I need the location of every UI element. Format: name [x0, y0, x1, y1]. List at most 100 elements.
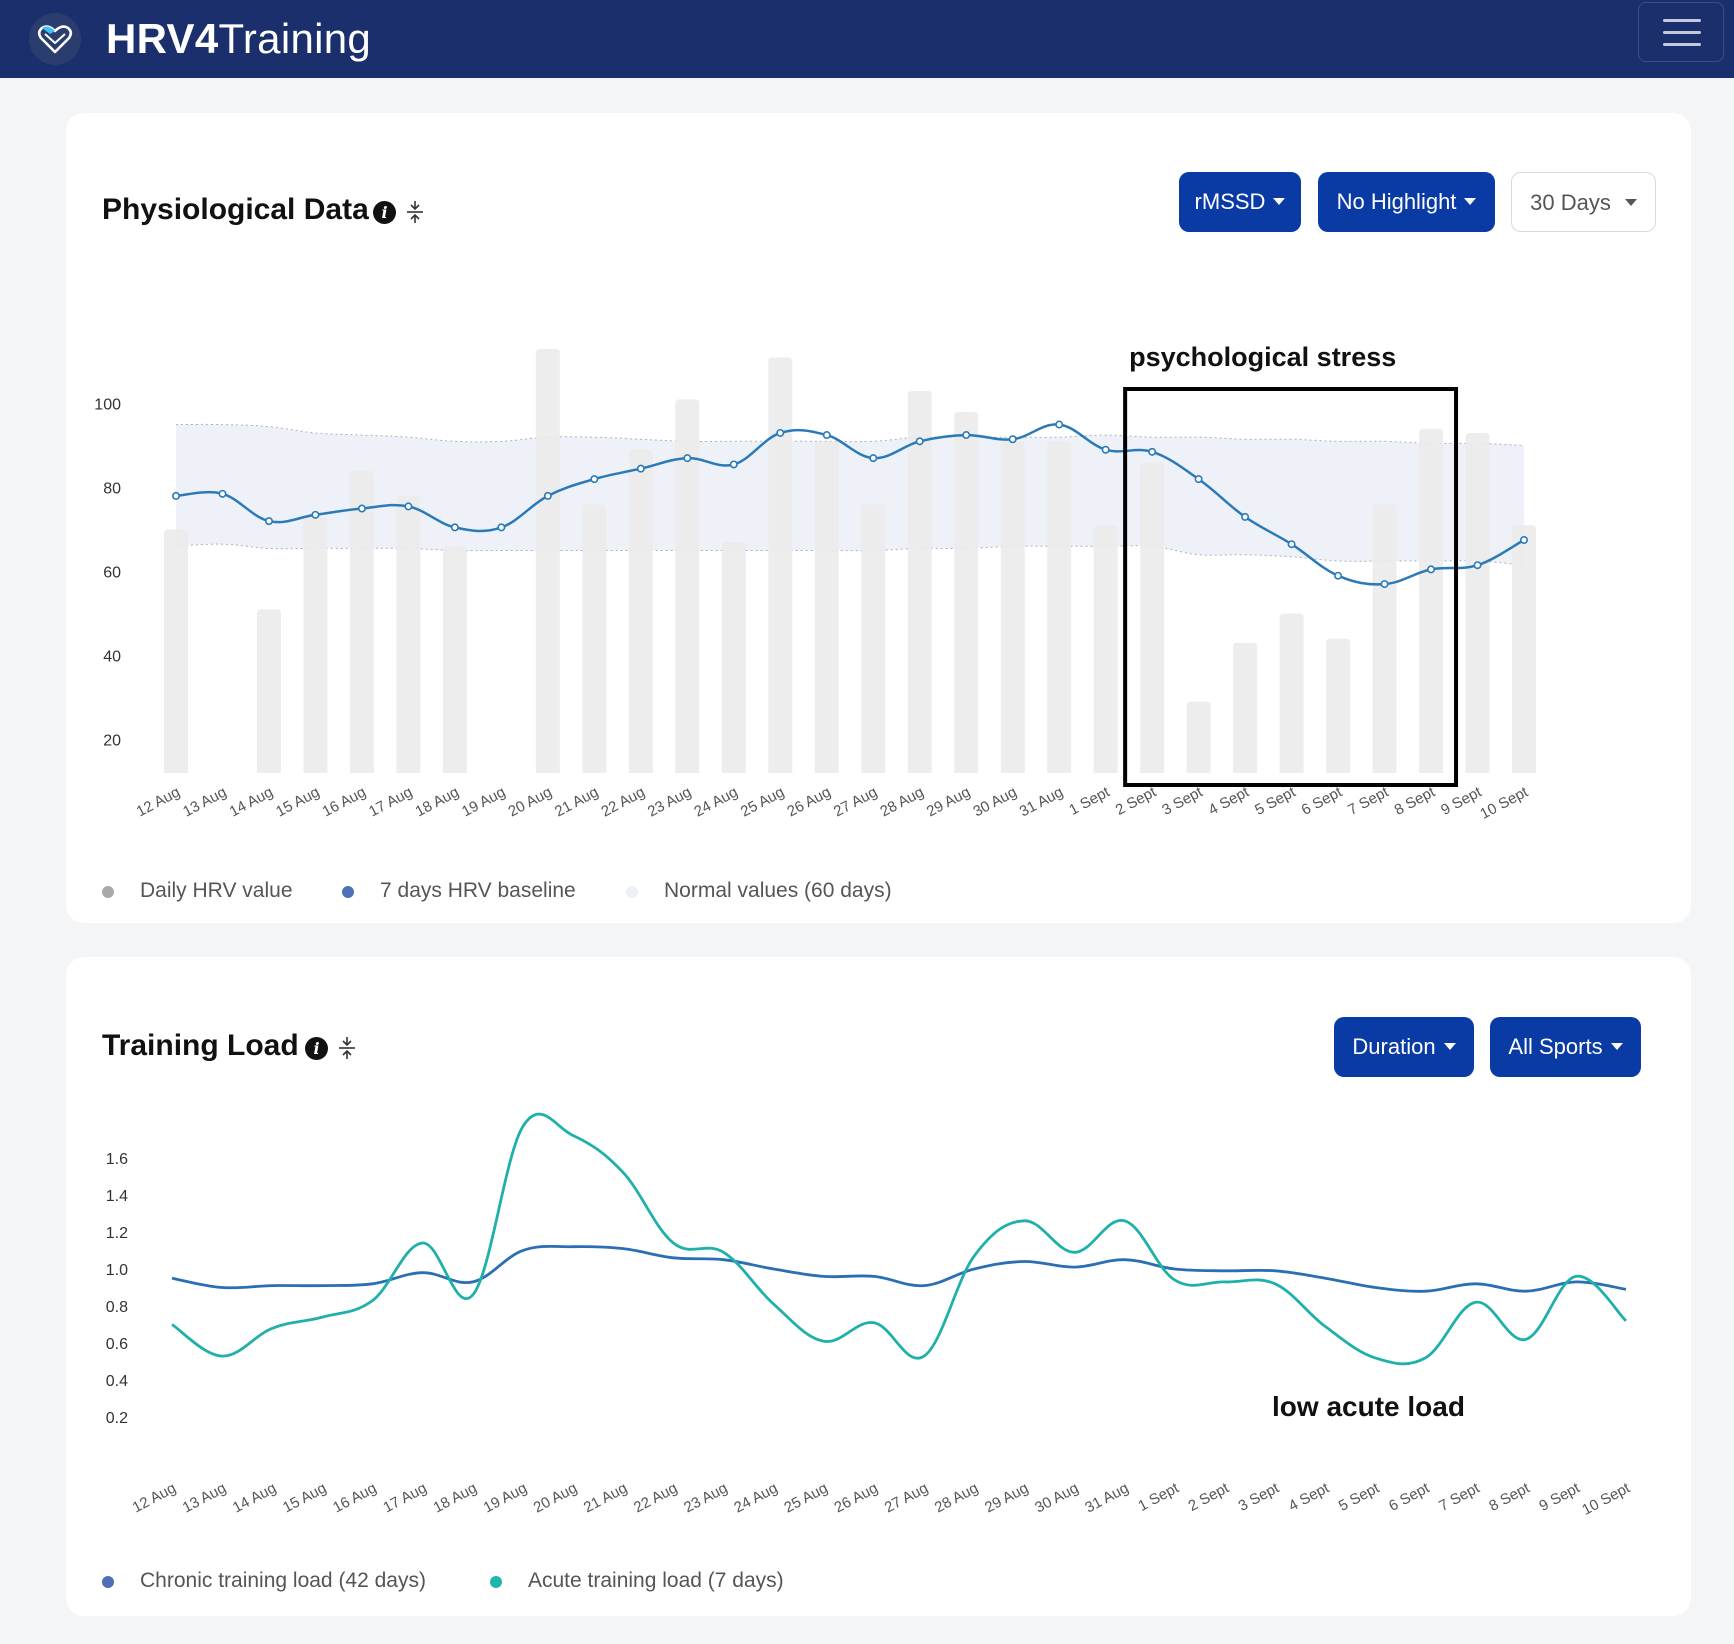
hrv-bar	[675, 399, 700, 773]
training-load-card: Training Load i Duration All Sports 0.2 0…	[66, 957, 1691, 1616]
x-tick-label: 27 Aug	[831, 784, 880, 821]
legend-dot-icon	[102, 1576, 114, 1588]
y-tick-label: 20	[103, 732, 121, 749]
x-tick-label: 18 Aug	[413, 784, 462, 821]
hrv-baseline-point	[1194, 475, 1203, 484]
hrv-bar	[768, 357, 793, 773]
x-tick-label: 3 Sept	[1159, 783, 1206, 819]
x-tick-label: 30 Aug	[1032, 1480, 1081, 1517]
x-tick-label: 24 Aug	[691, 784, 740, 821]
training-load-title: Training Load	[102, 1029, 299, 1062]
hrv-bar	[861, 504, 886, 773]
x-tick-label: 7 Sept	[1436, 1479, 1483, 1515]
x-tick-label: 18 Aug	[430, 1480, 479, 1517]
legend-dot-icon	[490, 1576, 502, 1588]
hrv-bar	[164, 529, 188, 773]
highlight-dropdown-button[interactable]: No Highlight	[1318, 172, 1495, 232]
physiological-data-title: Physiological Data	[102, 193, 369, 226]
x-tick-label: 2 Sept	[1113, 783, 1160, 819]
hrv-baseline-point	[543, 491, 552, 500]
hrv-bar	[1326, 638, 1351, 773]
annotation-box	[1123, 387, 1459, 787]
load-metric-dropdown-button[interactable]: Duration	[1334, 1017, 1474, 1077]
x-tick-label: 10 Sept	[1477, 783, 1531, 823]
y-tick-label: 0.8	[106, 1299, 128, 1316]
x-tick-label: 25 Aug	[781, 1480, 830, 1517]
y-tick-label: 0.6	[106, 1336, 128, 1353]
x-tick-label: 1 Sept	[1066, 783, 1113, 819]
physiological-data-card: Physiological Data i rMSSD No Highlight …	[66, 113, 1691, 923]
x-tick-label: 27 Aug	[882, 1480, 931, 1517]
x-tick-label: 15 Aug	[273, 784, 322, 821]
brand-name[interactable]: HRV4Training	[106, 15, 372, 62]
x-tick-label: 19 Aug	[481, 1480, 530, 1517]
x-tick-label: 8 Sept	[1392, 783, 1439, 819]
y-tick-label: 60	[103, 564, 121, 581]
hrv-baseline-point	[1287, 540, 1296, 549]
x-tick-label: 2 Sept	[1185, 1479, 1232, 1515]
y-tick-label: 0.2	[106, 1410, 128, 1427]
x-tick-label: 30 Aug	[970, 784, 1019, 821]
x-tick-label: 6 Sept	[1386, 1479, 1433, 1515]
hrv-baseline-point	[264, 517, 273, 526]
hamburger-menu-icon[interactable]	[1638, 2, 1724, 62]
sport-dropdown-button[interactable]: All Sports	[1490, 1017, 1641, 1077]
x-tick-label: 9 Sept	[1536, 1479, 1583, 1515]
hrv-baseline-point	[404, 502, 413, 511]
hrv-bar	[396, 495, 421, 773]
x-tick-label: 8 Sept	[1486, 1479, 1533, 1515]
x-tick-label: 23 Aug	[645, 784, 694, 821]
compress-icon[interactable]	[337, 1036, 357, 1060]
x-tick-label: 29 Aug	[924, 784, 973, 821]
hrv-baseline-point	[1008, 435, 1017, 444]
hrv-bar	[1465, 432, 1490, 773]
y-tick-label: 1.4	[106, 1188, 128, 1205]
x-tick-label: 24 Aug	[731, 1480, 780, 1517]
legend-dot-icon	[102, 886, 114, 898]
hrv-baseline-point	[683, 454, 692, 463]
hrv-bar	[1186, 701, 1211, 773]
hrv-baseline-point	[357, 504, 366, 513]
x-tick-label: 20 Aug	[506, 784, 555, 821]
caret-down-icon	[1624, 198, 1637, 206]
y-tick-label: 80	[103, 481, 121, 498]
hrv-bar	[1512, 525, 1536, 773]
hrv-bar	[349, 470, 374, 773]
hrv-bar	[1140, 462, 1165, 773]
hrv-bar	[1419, 428, 1444, 773]
info-icon[interactable]: i	[373, 201, 396, 224]
hrv-baseline-point	[1055, 420, 1064, 429]
x-tick-label: 14 Aug	[230, 1480, 279, 1517]
x-tick-label: 1 Sept	[1135, 1479, 1182, 1515]
x-tick-label: 28 Aug	[877, 784, 926, 821]
hrv-bar	[907, 390, 932, 773]
hrv-baseline-line	[175, 423, 1525, 586]
normal-values-band	[176, 424, 1524, 566]
hrv-bar	[535, 348, 560, 773]
hrv-baseline-point	[1101, 445, 1110, 454]
x-tick-label: 4 Sept	[1286, 1479, 1333, 1515]
x-tick-label: 28 Aug	[932, 1480, 981, 1517]
hrv-bar	[954, 411, 979, 773]
x-tick-label: 20 Aug	[531, 1480, 580, 1517]
x-tick-label: 5 Sept	[1336, 1479, 1383, 1515]
heart-logo-icon[interactable]	[28, 12, 82, 66]
caret-down-icon	[1273, 197, 1286, 205]
hrv-baseline-point	[497, 523, 506, 532]
acute-load-line	[171, 1112, 1627, 1366]
chronic-load-line	[171, 1244, 1627, 1293]
legend-dot-icon	[626, 886, 638, 898]
top-navbar: HRV4Training	[0, 0, 1734, 78]
hrv-bar	[582, 504, 607, 773]
x-tick-label: 29 Aug	[982, 1480, 1031, 1517]
metric-dropdown-button[interactable]: rMSSD	[1179, 172, 1301, 232]
range-dropdown-button[interactable]: 30 Days	[1511, 172, 1656, 232]
hrv-bar	[256, 609, 281, 773]
hrv-baseline-point	[1148, 447, 1157, 456]
compress-icon[interactable]	[405, 200, 425, 224]
info-icon[interactable]: i	[305, 1037, 328, 1060]
hrv-baseline-point	[729, 460, 738, 469]
hrv-baseline-point	[311, 510, 320, 519]
hrv-baseline-point	[962, 431, 971, 440]
